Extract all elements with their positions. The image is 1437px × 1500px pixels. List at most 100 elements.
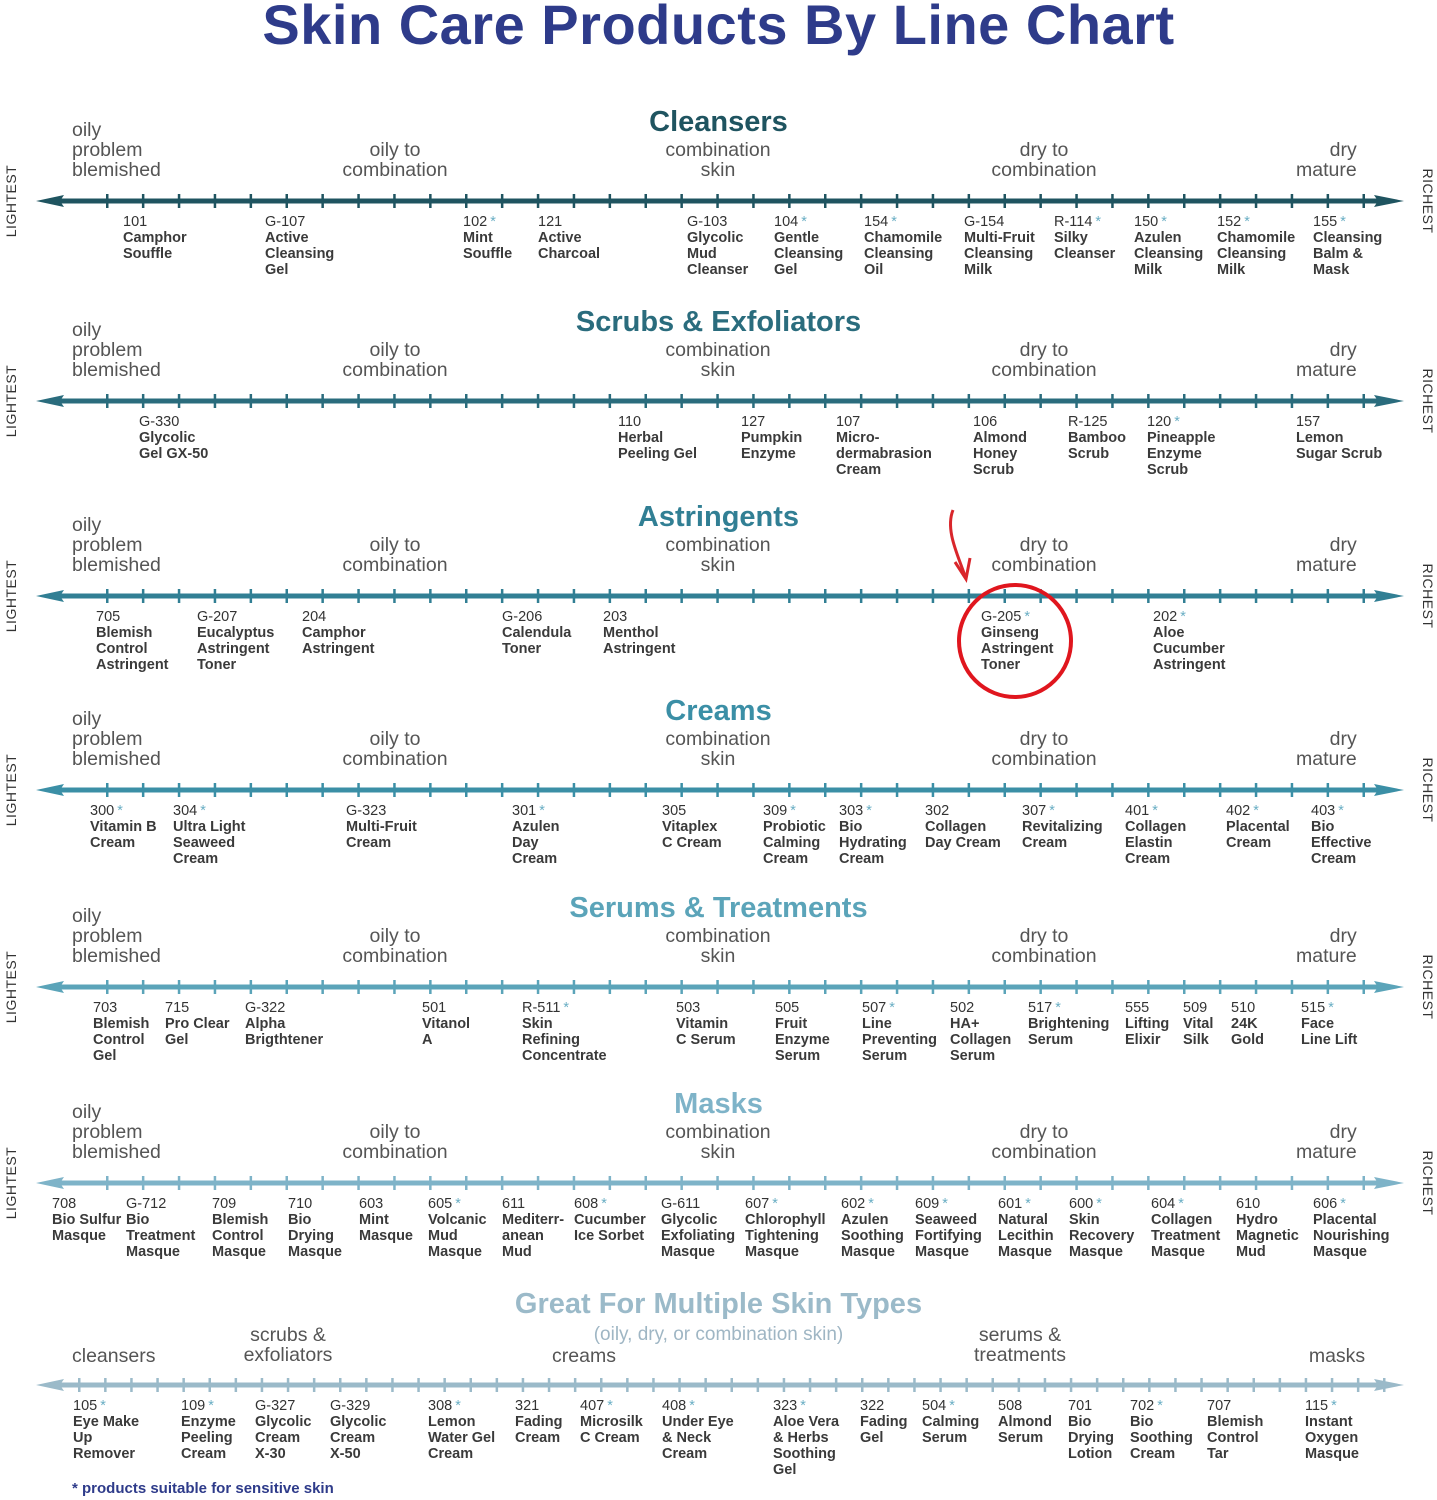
product-name-line: Magnetic [1236,1228,1299,1244]
product-611: 611 Mediterr-anean Mud [502,1196,564,1260]
product-name-line: Brightening [1028,1016,1110,1032]
axis-tick [895,394,899,408]
axis-line [55,198,1385,204]
product-code-line: 308 * [428,1398,495,1414]
product-code-line: G-330 [139,414,208,430]
zone-label: dry mature [1296,535,1357,575]
product-code: 305 [662,803,687,819]
product-code: 106 [973,414,998,430]
zone-label-line: skin [700,554,736,576]
axis-tick [608,394,612,408]
product-code-line: 105 * [73,1398,139,1414]
zone-label-line: combination [991,159,1097,181]
arrow-right-icon [1374,1177,1404,1189]
product-name-line: Gel [773,1462,797,1478]
axis-tick [141,194,145,208]
product-code-line: 403 * [1311,803,1371,819]
zone-label: serums & treatments [974,1325,1066,1365]
axis-tick [1075,783,1078,797]
product-name-line: Almond [998,1414,1052,1430]
zone-label: cleansers [72,1346,155,1366]
product-code-line: 115 * [1305,1398,1359,1414]
zone-label-line: blemished [72,1141,161,1163]
axis-tick [321,589,324,603]
product-name-line: Almond [973,430,1027,446]
product-name-line: Astringent [302,641,375,657]
product-name-line: Microsilk [580,1414,643,1430]
axis-tick [1290,980,1294,994]
arrow-left-icon [36,1177,64,1189]
product-name-line: Enzyme [1147,446,1202,462]
product-name-line: Cleansing [774,246,844,262]
product-code-line: R-511 * [522,1000,607,1016]
product-g-103: G-103 Glycolic Mud Cleanser [687,214,748,278]
axis-tick [249,394,253,408]
product-name-line: Serum [775,1048,821,1064]
product-code-line: G-323 [346,803,417,819]
product-code: G-712 [126,1196,167,1212]
product-name-line: Eucalyptus [197,625,275,641]
product-name-line: Control [1207,1430,1259,1446]
axis-tick [967,1176,971,1190]
axis-tick [1254,394,1258,408]
product-name-line: Active [538,230,582,246]
product-321: 321 Fading Cream [515,1398,563,1446]
product-name-line: Water Gel [428,1430,496,1446]
axis-tick [321,394,324,408]
axis-tick [573,1378,577,1392]
sensitive-asterisk-icon: * [1157,1398,1163,1414]
axis-tick [1095,1378,1099,1392]
zone-label-line: skin [700,359,736,381]
axis-tick [156,1378,159,1392]
zone-label-line: skin [700,945,736,967]
product-name-line: Masque [1069,1244,1123,1260]
product-code-line: 502 [950,1000,1011,1016]
zone-label-line: combination [342,945,448,967]
product-code: 154 [864,214,889,230]
product-r-114: R-114 * Silky Cleanser [1054,214,1115,262]
product-name-line: Gel GX-50 [139,446,209,462]
product-name-line: Cream [839,851,885,867]
zone-label-line: blemished [72,748,161,770]
axis-tick [1039,783,1042,797]
axis-tick [730,1378,733,1392]
product-name-line: Glycolic [661,1212,718,1228]
zone-label: creams [552,1346,616,1366]
axis-tick [443,1378,446,1392]
product-name-line: Lemon [428,1414,476,1430]
axis-tick [680,1176,683,1190]
axis-tick [365,1378,368,1392]
product-code-line: 601 * [998,1196,1054,1212]
product-code: 708 [52,1196,77,1212]
product-name-line: Masque [126,1244,180,1260]
product-code: 507 [862,1000,887,1016]
product-r-125: R-125 Bamboo Scrub [1068,414,1126,462]
product-name-line: Honey [973,446,1018,462]
axis-tick [788,194,791,208]
product-name-line: Cleanser [687,262,749,278]
zone-label: oily problem blemished [72,1102,161,1162]
axis-tick [213,394,217,408]
product-name-line: Mint [359,1212,389,1228]
arrow-left-icon [36,395,64,407]
product-307: 307 * Revitalizing Cream [1022,803,1103,851]
sensitive-asterisk-icon: * [891,214,897,230]
product-code-line: 701 [1068,1398,1114,1414]
zone-label: dry to combination [991,729,1096,769]
zone-label: oily to combination [342,729,447,769]
product-code-line: 609 * [915,1196,982,1212]
axis-tick [716,589,719,603]
product-name-line: Collagen [1125,819,1187,835]
product-name-line: Astringent [96,657,169,673]
product-code: 127 [741,414,766,430]
axis-tick [1039,980,1042,994]
zone-label: oily to combination [342,340,447,380]
zone-label-line: skin [700,748,736,770]
product-code: R-125 [1068,414,1108,430]
zone-label: dry to combination [991,140,1096,180]
product-name-line: X-30 [255,1446,286,1462]
axis-tick [572,394,576,408]
axis-tick [626,1378,629,1392]
zone-label-line: combination [342,159,448,181]
product-name-line: Bio [839,819,863,835]
